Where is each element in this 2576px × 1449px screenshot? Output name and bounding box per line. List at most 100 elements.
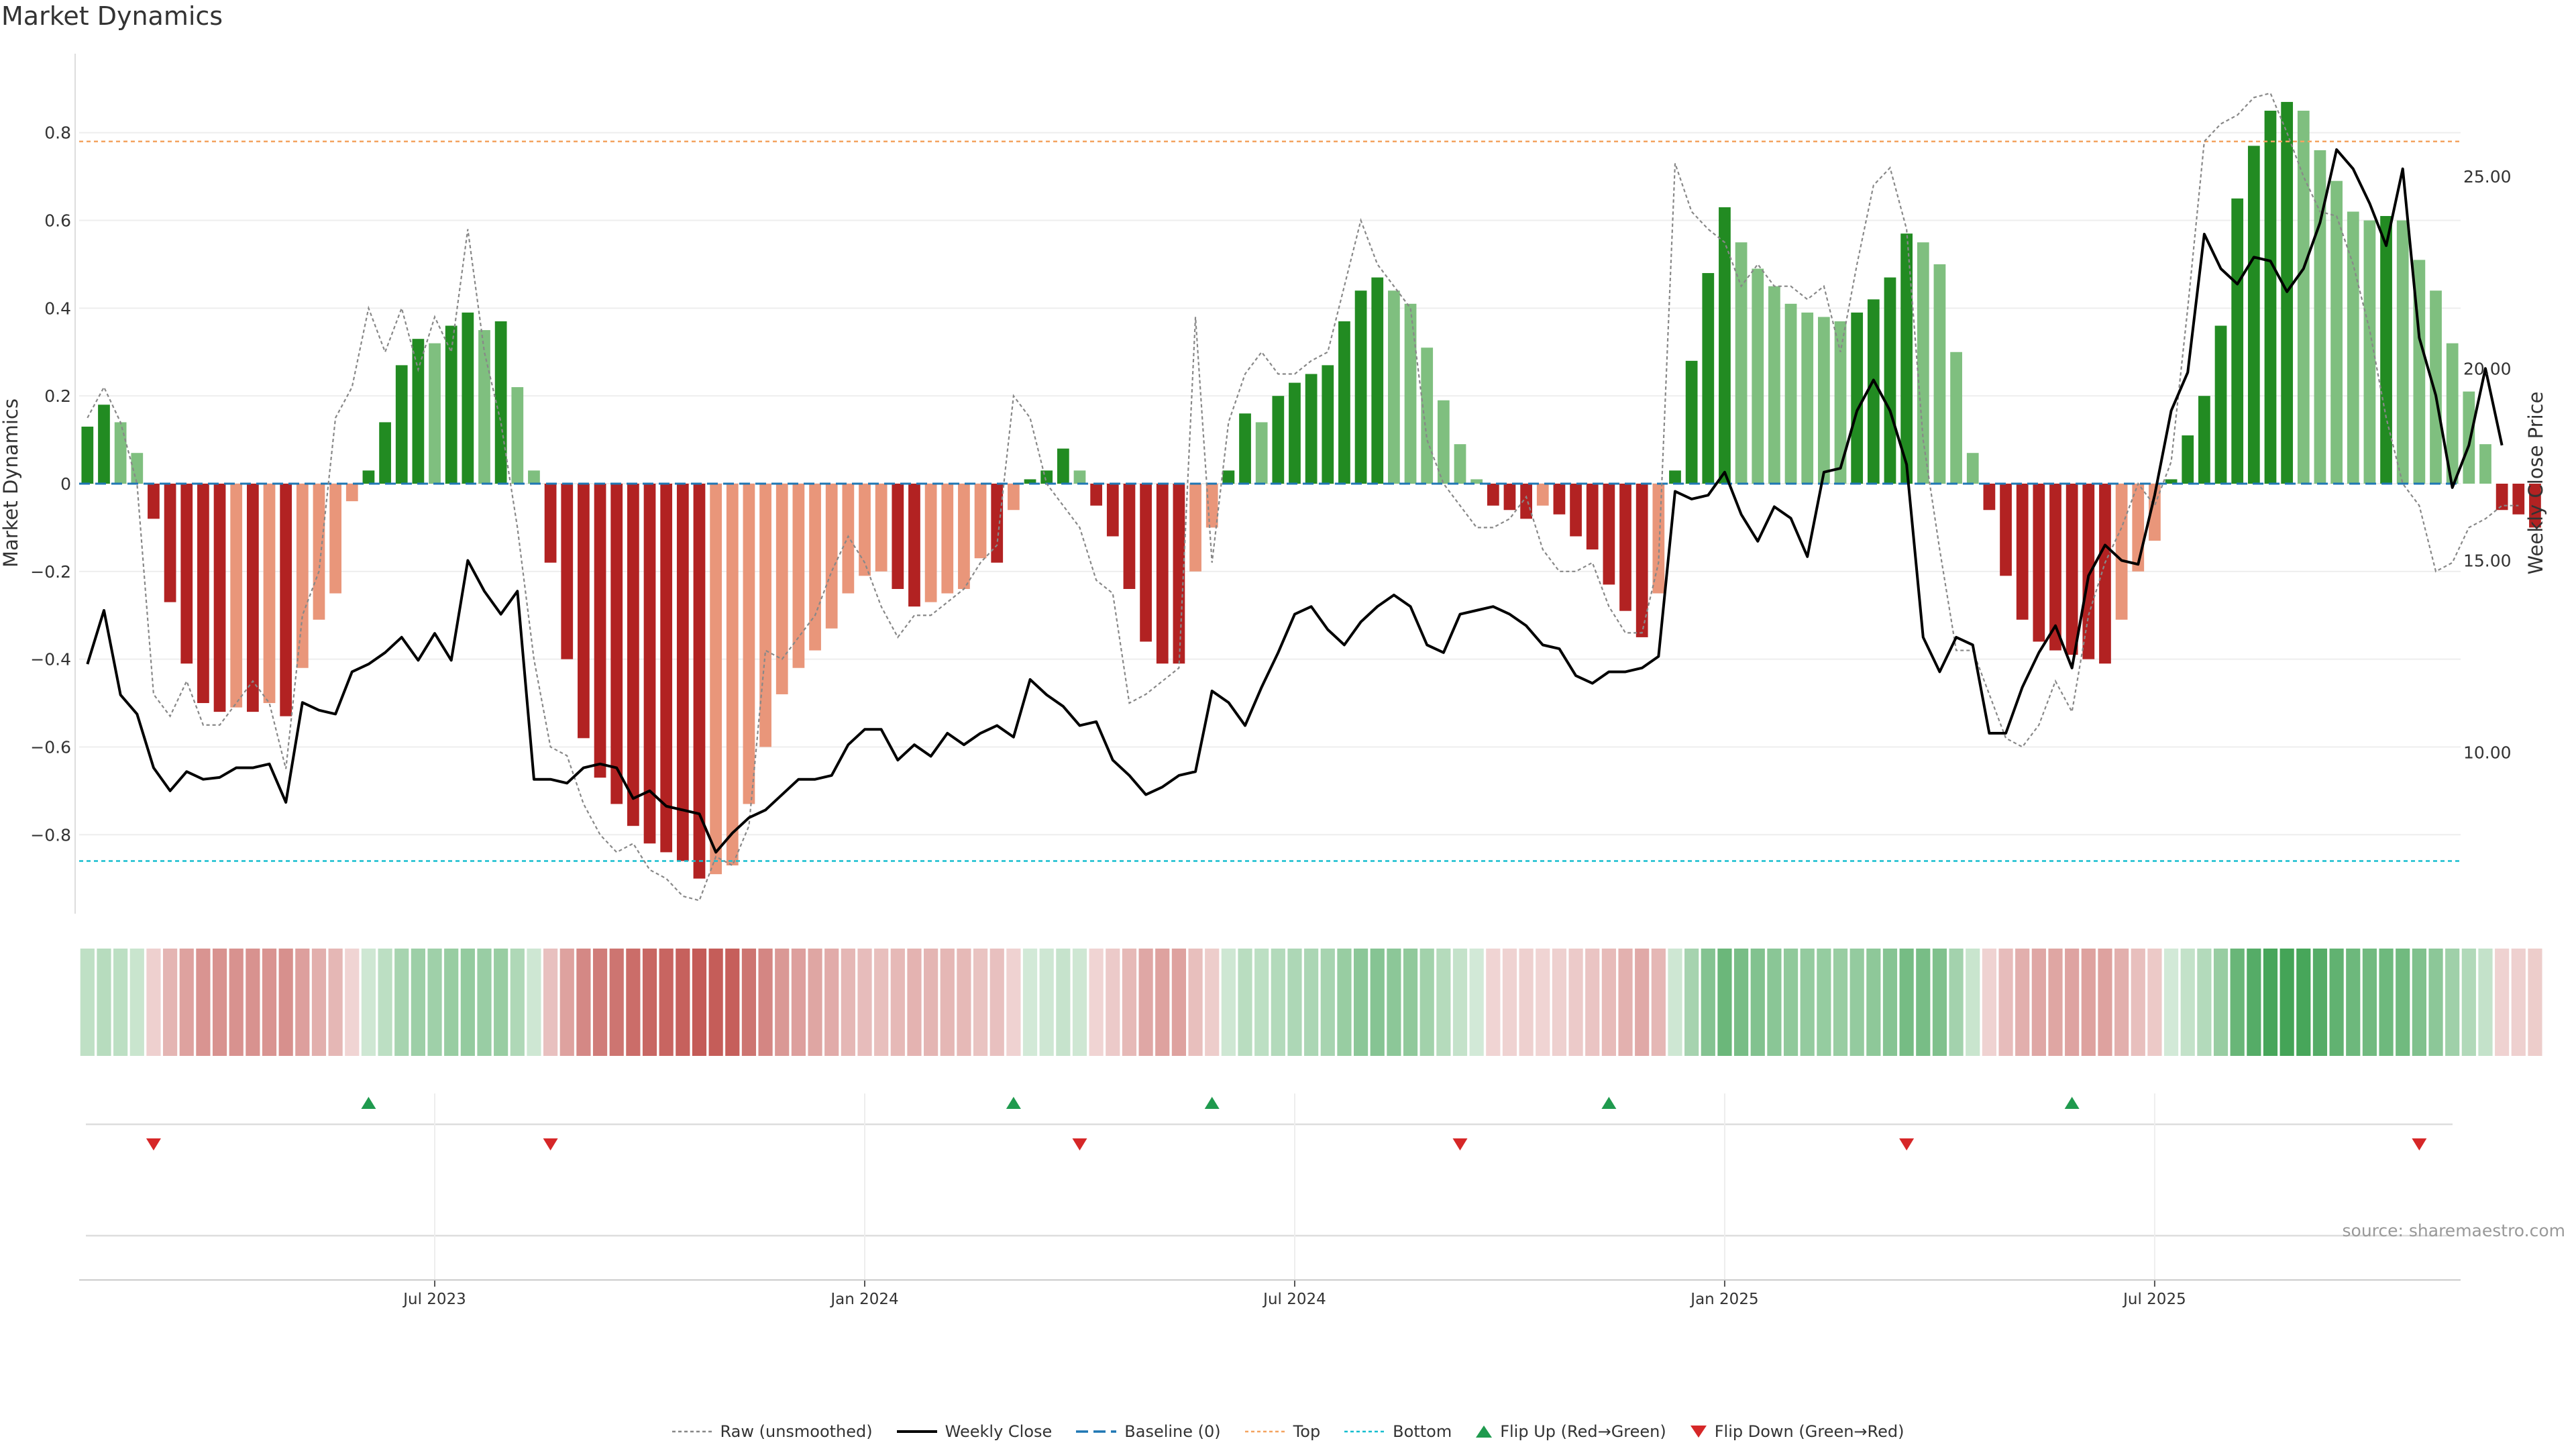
- dynamics-bar: [1503, 484, 1516, 511]
- y-tick-label: 0: [60, 474, 71, 494]
- dynamics-bar: [1933, 264, 1946, 484]
- dynamics-bar: [395, 365, 408, 484]
- dynamics-bar: [1553, 484, 1566, 515]
- dynamics-bar: [1784, 303, 1797, 484]
- dynamics-bar: [610, 484, 623, 804]
- dynamics-bar: [1702, 273, 1715, 484]
- heat-cell: [1452, 949, 1468, 1056]
- flip-down-marker: [1899, 1138, 1915, 1150]
- heat-cell: [1106, 949, 1120, 1056]
- heat-cell: [559, 949, 574, 1056]
- dynamics-bar: [379, 422, 391, 484]
- heat-cell: [1651, 949, 1666, 1056]
- heat-cell: [741, 949, 757, 1056]
- dynamics-bar: [859, 484, 871, 576]
- heat-cell: [2031, 949, 2046, 1056]
- heat-cell: [1436, 949, 1451, 1056]
- dynamics-bar: [2463, 391, 2475, 484]
- heat-cell: [2379, 949, 2394, 1056]
- heat-cell: [758, 949, 773, 1056]
- heat-cell: [1221, 949, 1236, 1056]
- y2-tick-label: 20.00: [2463, 359, 2512, 378]
- heat-cell: [1618, 949, 1633, 1056]
- dynamics-bar: [1354, 290, 1367, 484]
- heat-cell: [1089, 949, 1104, 1056]
- dynamics-bar: [1090, 484, 1103, 506]
- dynamics-bar: [2082, 484, 2095, 659]
- dynamics-bar: [511, 387, 524, 484]
- dynamics-bar: [1917, 242, 1929, 484]
- dynamics-bar: [2512, 484, 2525, 515]
- flip-down-marker: [146, 1138, 161, 1150]
- heat-cell: [2478, 949, 2493, 1056]
- heat-cell: [543, 949, 558, 1056]
- dynamics-bar: [1520, 484, 1532, 519]
- heat-cell: [2461, 949, 2476, 1056]
- dynamics-bar: [1752, 268, 1764, 484]
- dynamics-bar: [924, 484, 937, 602]
- heat-cell: [2197, 949, 2212, 1056]
- legend-item-flip-down: Flip Down (Green→Red): [1690, 1422, 1904, 1441]
- heat-cell: [1238, 949, 1252, 1056]
- heat-cell: [642, 949, 657, 1056]
- dynamics-bar: [1983, 484, 1996, 511]
- heat-cell: [775, 949, 790, 1056]
- dynamics-bar: [2479, 444, 2491, 484]
- heat-cell: [278, 949, 293, 1056]
- dynamics-bar: [1073, 470, 1086, 484]
- legend-item-flip-up: Flip Up (Red→Green): [1476, 1422, 1666, 1441]
- dynamics-bar: [2380, 216, 2392, 484]
- heat-cell: [1138, 949, 1153, 1056]
- dynamics-bar: [775, 484, 788, 694]
- dynamics-bar: [1950, 352, 1962, 484]
- dynamics-bar: [1735, 242, 1748, 484]
- dynamics-bar: [1851, 312, 1864, 484]
- y-tick-label: −0.6: [30, 737, 71, 757]
- heat-cell: [345, 949, 360, 1056]
- heat-cell: [113, 949, 128, 1056]
- heat-cell: [576, 949, 591, 1056]
- dynamics-bar: [2182, 435, 2194, 484]
- dynamics-bar: [1388, 290, 1400, 484]
- heat-cell: [427, 949, 442, 1056]
- heat-cell: [1701, 949, 1715, 1056]
- flip-up-marker: [361, 1097, 376, 1109]
- dynamics-bar: [1586, 484, 1599, 550]
- heat-cell: [1899, 949, 1914, 1056]
- legend-label-flip-down: Flip Down (Green→Red): [1714, 1422, 1904, 1441]
- heat-cell: [1486, 949, 1501, 1056]
- dynamics-bar: [743, 484, 755, 804]
- dynamics-bar: [2363, 220, 2376, 484]
- heat-cell: [989, 949, 1004, 1056]
- dynamics-bar: [2330, 180, 2343, 484]
- dynamics-bar: [1057, 448, 1069, 484]
- dynamics-bar: [2529, 484, 2541, 528]
- source-note: source: sharemaestro.com: [2342, 1221, 2566, 1240]
- heat-cell: [1817, 949, 1831, 1056]
- heat-cell: [791, 949, 806, 1056]
- dynamics-bar: [1421, 347, 1434, 484]
- heat-cell: [1568, 949, 1583, 1056]
- dynamics-bar: [1834, 321, 1847, 484]
- heat-cell: [1337, 949, 1352, 1056]
- heat-cell: [1949, 949, 1964, 1056]
- heat-cell: [626, 949, 641, 1056]
- legend-item-baseline: Baseline (0): [1076, 1422, 1221, 1441]
- dynamics-bar: [892, 484, 904, 589]
- dynamics-bar: [1140, 484, 1152, 642]
- y2-tick-label: 25.00: [2463, 167, 2512, 186]
- heat-cell: [692, 949, 707, 1056]
- heat-cell: [841, 949, 855, 1056]
- dynamics-bar: [693, 484, 706, 879]
- dynamics-bar: [2165, 479, 2178, 484]
- dynamics-bar: [842, 484, 855, 594]
- y2-tick-label: 15.00: [2463, 551, 2512, 570]
- dynamics-bar: [1173, 484, 1185, 664]
- heat-cell: [2180, 949, 2195, 1056]
- dynamics-bar: [1272, 396, 1285, 484]
- heat-cell: [460, 949, 475, 1056]
- dynamics-bar: [1437, 400, 1450, 484]
- heat-cell: [1717, 949, 1732, 1056]
- dynamics-bar: [1322, 365, 1334, 484]
- heat-cell: [2495, 949, 2510, 1056]
